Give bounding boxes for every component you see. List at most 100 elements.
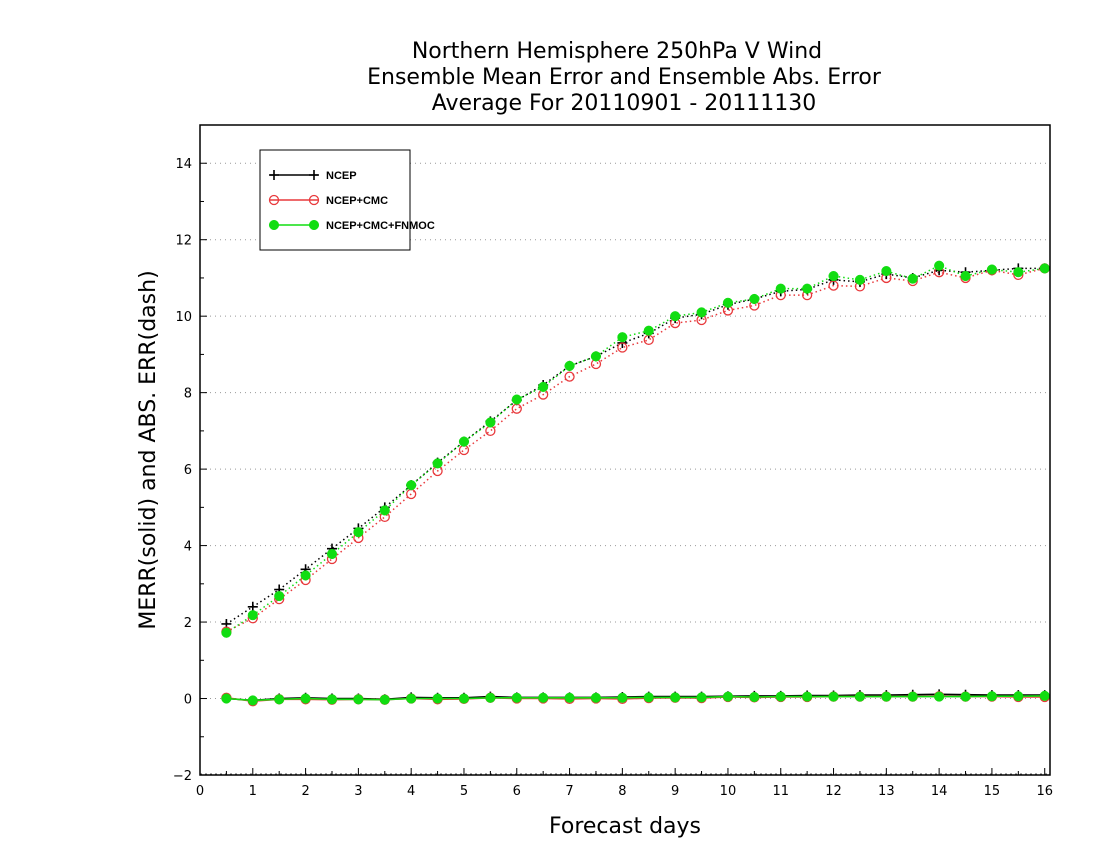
ncep-cmc-fnmoc-merr-marker [1013,691,1024,702]
ncep-cmc-abs-err-marker [564,371,575,382]
y-axis-label: MERR(solid) and ABS. ERR(dash) [136,270,161,629]
x-tick-label: 2 [301,784,309,799]
ncep-cmc-fnmoc-legend-end-marker [308,219,320,231]
plot-frame [199,124,1051,776]
ncep-cmc-fnmoc-abs-err-marker [670,311,681,322]
ncep-cmc-fnmoc-merr-marker [802,691,813,702]
ncep-cmc-fnmoc-merr-marker [564,692,575,703]
ncep-cmc-fnmoc-abs-err-marker [881,266,892,277]
ncep-cmc-fnmoc-abs-err-marker [485,417,496,428]
ncep-abs-err-marker [247,601,258,612]
chart-title-line-1: Northern Hemisphere 250hPa V Wind [412,39,822,64]
ncep-cmc-fnmoc-merr-marker [511,692,522,703]
ncep-cmc-fnmoc-abs-err-marker [511,394,522,405]
ncep-cmc-fnmoc-abs-err-marker [564,360,575,371]
ncep-cmc-fnmoc-abs-err-marker [379,505,390,516]
ncep-cmc-fnmoc-abs-err-marker [802,283,813,294]
data-markers [221,260,1050,707]
ncep-legend-label: NCEP [326,170,357,182]
x-tick-label: 1 [249,784,257,799]
y-axis-ticks: −2 0 2 4 6 8 10 12 14 [173,157,207,784]
x-tick-label: 10 [720,784,737,799]
x-axis-ticks: 0 1 2 3 4 5 6 7 8 9 10 11 12 13 14 15 16 [196,768,1053,799]
ncep-cmc-fnmoc-abs-err-marker [353,527,364,538]
ncep-cmc-legend-end-marker [308,194,320,206]
ncep-cmc-fnmoc-merr-marker [986,691,997,702]
ncep-cmc-fnmoc-abs-err-marker [643,325,654,336]
ncep-cmc-fnmoc-merr-marker [775,691,786,702]
ncep-cmc-fnmoc-abs-err-marker [590,351,602,362]
ncep-cmc-fnmoc-abs-err-marker [828,270,839,282]
ncep-cmc-fnmoc-merr-marker [749,691,760,703]
x-axis-label: Forecast days [549,814,701,839]
ncep-cmc-fnmoc-abs-err-marker [326,548,338,560]
ncep-cmc-fnmoc-abs-err-marker [854,274,865,285]
x-tick-label: 6 [513,784,521,799]
ncep-cmc-fnmoc-abs-err-marker [960,270,971,282]
ncep-cmc-fnmoc-merr-marker [696,692,707,703]
ncep-cmc-fnmoc-abs-err-marker [221,627,232,638]
ncep-cmc-fnmoc-merr-marker [722,691,734,702]
ncep-cmc-fnmoc-merr-marker [934,691,945,702]
ncep-cmc-fnmoc-merr-marker [300,693,311,704]
ncep-cmc-fnmoc-merr-marker [485,692,496,703]
ncep-cmc-fnmoc-abs-err-marker [934,260,945,271]
ncep-cmc-fnmoc-merr-marker [960,691,971,702]
ncep-legend-end-marker [309,170,319,180]
ncep-cmc-fnmoc-abs-err-marker [617,332,628,343]
ncep-cmc-fnmoc-merr-marker [326,694,338,705]
x-tick-label: 15 [984,784,1001,799]
ncep-cmc-fnmoc-abs-err-marker [907,273,918,284]
ncep-cmc-abs-err-marker [828,280,839,291]
ncep-cmc-fnmoc-merr-marker [353,694,364,705]
x-tick-label: 12 [825,784,842,799]
ncep-cmc-fnmoc-abs-err-marker [775,283,786,294]
ncep-cmc-fnmoc-abs-err-marker [986,264,997,275]
y-tick-label: 14 [175,157,192,172]
y-tick-label: 12 [175,234,192,249]
y-tick-label: 4 [184,540,192,555]
x-tick-label: 0 [196,784,204,799]
ncep-cmc-abs-err-marker [617,342,628,353]
ncep-cmc-fnmoc-merr-marker [907,691,918,702]
x-tick-label: 11 [772,784,789,799]
ncep-cmc-fnmoc-abs-err-marker [1039,263,1050,274]
y-tick-label: 8 [184,387,192,402]
y-tick-label: 0 [184,693,192,708]
y-tick-label: −2 [173,769,192,784]
ncep-cmc-fnmoc-merr-marker [274,694,285,705]
ncep-cmc-fnmoc-abs-err-marker [749,293,760,305]
ncep-legend-start-marker [269,170,279,180]
ncep-cmc-fnmoc-merr-marker [406,693,417,704]
x-tick-label: 9 [671,784,679,799]
y-tick-label: 2 [184,616,192,631]
ncep-cmc-fnmoc-merr-marker [828,691,839,702]
ncep-cmc-fnmoc-merr-marker [854,691,865,702]
x-tick-label: 13 [878,784,895,799]
ncep-cmc-fnmoc-abs-err-marker [247,610,258,621]
ncep-cmc-fnmoc-abs-err-marker [458,436,470,447]
y-tick-label: 10 [175,310,192,325]
ncep-cmc-fnmoc-abs-err-marker [300,570,311,581]
ncep-cmc-fnmoc-merr-marker [538,692,549,703]
ncep-cmc-fnmoc-merr-marker [221,693,232,704]
ncep-cmc-fnmoc-merr-marker [1039,690,1050,701]
ncep-cmc-fnmoc-abs-err-marker [432,458,443,469]
ncep-cmc-fnmoc-abs-err-marker [274,591,285,602]
ncep-cmc-fnmoc-merr-marker [379,694,390,705]
ncep-cmc-fnmoc-merr-marker [458,693,470,704]
ncep-cmc-legend-start-marker [268,194,280,206]
x-tick-label: 8 [618,784,626,799]
x-tick-label: 7 [565,784,573,799]
x-tick-label: 14 [931,784,948,799]
ncep-cmc-fnmoc-legend-start-marker [268,219,280,231]
x-tick-label: 5 [460,784,468,799]
ncep-cmc-fnmoc-merr-marker [590,692,602,703]
legend: NCEP NCEP+CMC NCEP+CMC+FNMOC [259,149,435,251]
ncep-cmc-fnmoc-merr-marker [247,695,258,706]
ncep-cmc-legend-label: NCEP+CMC [326,195,388,207]
x-tick-label: 16 [1036,784,1053,799]
ncep-cmc-fnmoc-merr-marker [432,693,443,704]
